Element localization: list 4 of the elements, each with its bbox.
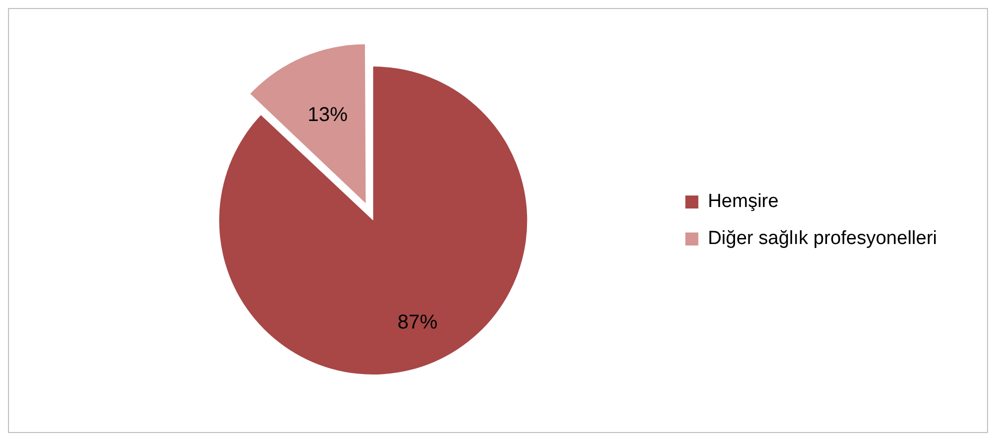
legend-label: Diğer sağlık profesyonelleri [708, 228, 938, 250]
legend-label: Hemşire [708, 191, 779, 212]
data-label: 13% [308, 104, 348, 126]
data-label: 87% [397, 311, 438, 334]
